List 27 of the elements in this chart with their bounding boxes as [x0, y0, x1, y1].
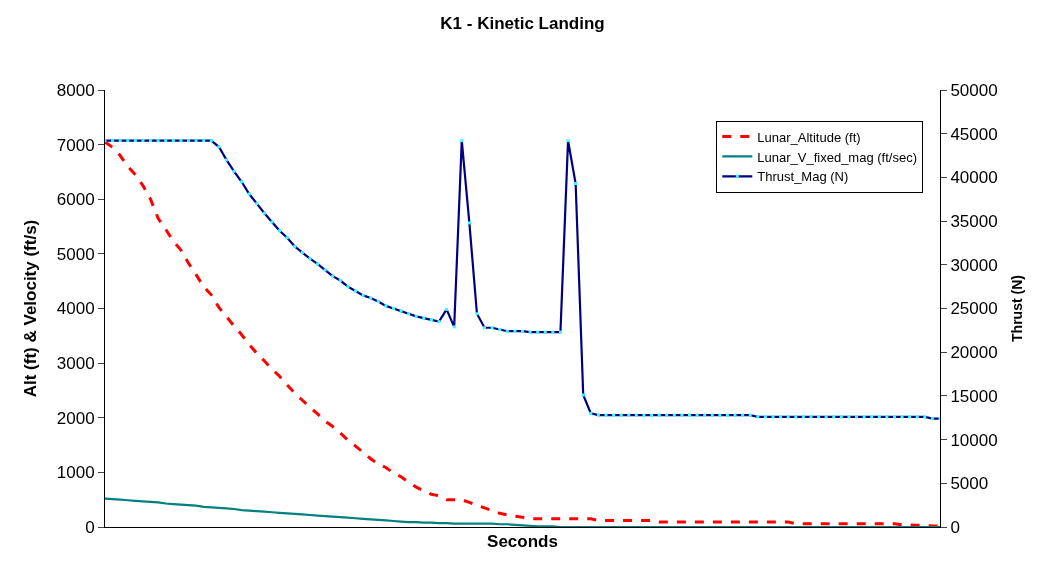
y-tick-label: 8000 [56, 80, 95, 100]
y2-tick-label: 25000 [950, 299, 998, 319]
y2-tick-label: 30000 [950, 255, 998, 275]
legend-label: Thrust_Mag (N) [757, 169, 849, 185]
legend-label: Lunar_V_fixed_mag (ft/sec) [757, 149, 917, 165]
y2-tick-label: 50000 [950, 80, 998, 100]
y2-tick-label: 40000 [950, 168, 998, 188]
y2-tick-label: 10000 [950, 430, 998, 450]
y-tick-label: 0 [85, 517, 95, 537]
y2-axis-title: Thrust (N) [1008, 275, 1025, 342]
y2-tick-label: 5000 [950, 474, 989, 494]
y-tick-label: 1000 [56, 463, 95, 483]
y2-tick-label: 20000 [950, 343, 998, 363]
y-axis-title: Alt (ft) & Velocity (ft/s) [21, 219, 41, 398]
y2-tick-label: 35000 [950, 212, 998, 232]
chart-title: K1 - Kinetic Landing [440, 14, 605, 34]
y2-tick-label: 15000 [950, 386, 998, 406]
x-axis-title: Seconds [487, 532, 558, 552]
y2-tick-label: 0 [950, 517, 960, 537]
y-tick-label: 4000 [56, 299, 95, 319]
y-tick-label: 6000 [56, 190, 95, 210]
y-tick-label: 2000 [56, 408, 95, 428]
y-tick-label: 5000 [56, 244, 95, 264]
legend-label: Lunar_Altitude (ft) [757, 129, 861, 145]
y2-tick-label: 45000 [950, 124, 998, 144]
y-tick-label: 3000 [56, 354, 95, 374]
y-tick-label: 7000 [56, 135, 95, 155]
